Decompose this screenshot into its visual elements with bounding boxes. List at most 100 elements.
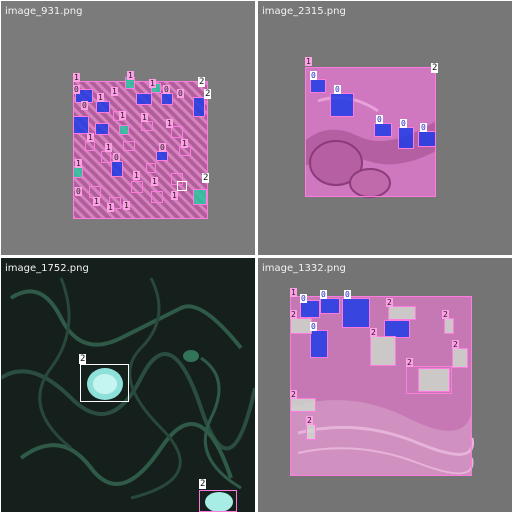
class-label: 0: [177, 89, 184, 98]
class-label: 1: [290, 288, 297, 297]
segmentation-mask: [111, 161, 123, 177]
class-label: 0: [310, 322, 317, 331]
class-label: 1: [97, 93, 104, 102]
tissue-structure: [290, 400, 475, 476]
class-label: 2: [306, 416, 313, 425]
panel-image-2315: image_2315.png 1 0 0 0 0 0 2: [258, 1, 512, 255]
class-label: 1: [87, 133, 94, 142]
class-label: 0: [420, 123, 427, 132]
class-label: 2: [79, 354, 87, 364]
panel-filename: image_1332.png: [262, 263, 346, 274]
class-label: 1: [141, 113, 148, 122]
class-label: 0: [163, 85, 170, 94]
class-label: 2: [198, 77, 206, 87]
detection-box: [141, 121, 153, 131]
segmentation-mask: [452, 348, 468, 368]
segmentation-mask: [310, 79, 326, 93]
panel-image-931: image_931.png 1 0 0 1 1 1 1 0 0 2 2 1 1 …: [1, 1, 255, 255]
segmentation-mask: [330, 93, 354, 117]
class-label: 1: [171, 191, 178, 200]
class-label: 2: [386, 298, 393, 307]
segmentation-mask: [342, 298, 370, 328]
segmentation-mask: [156, 151, 168, 161]
class-label: 1: [149, 79, 156, 88]
class-label: 1: [123, 201, 130, 210]
class-label: 1: [127, 71, 134, 80]
segmentation-mask: [398, 127, 414, 149]
class-label: 1: [166, 119, 173, 128]
class-label: 1: [105, 143, 112, 152]
class-label: 1: [75, 159, 82, 168]
class-label: 2: [442, 310, 449, 319]
detection-box: [73, 81, 208, 219]
panel-filename: image_1752.png: [5, 263, 89, 274]
class-label: 0: [344, 290, 351, 299]
class-label: 2: [290, 390, 297, 399]
segmentation-mask: [193, 97, 205, 117]
class-label: 1: [119, 111, 126, 120]
class-label: 1: [305, 57, 312, 66]
segmentation-mask: [136, 93, 152, 105]
segmentation-mask: [374, 123, 392, 137]
class-label: 2: [202, 173, 210, 183]
segmentation-mask: [119, 125, 129, 135]
class-label: 0: [376, 115, 383, 124]
class-label: 2: [290, 310, 297, 319]
detection-box: [171, 126, 183, 138]
segmentation-mask: [161, 93, 173, 105]
class-label: 0: [81, 101, 88, 110]
segmentation-mask: [444, 318, 454, 334]
class-label: 0: [320, 290, 327, 299]
detection-box: [406, 366, 452, 394]
class-label: 0: [334, 85, 341, 94]
segmentation-mask: [418, 131, 436, 147]
detection-box: [146, 163, 156, 173]
detection-box: [290, 296, 472, 476]
detection-box: [101, 151, 111, 163]
segmentation-mask: [388, 306, 416, 320]
detection-box: [85, 141, 95, 151]
segmentation-mask: [320, 298, 340, 314]
class-label: 0: [75, 187, 82, 196]
class-label: 0: [300, 294, 307, 303]
segmentation-mask: [96, 101, 110, 113]
class-label: 0: [113, 153, 120, 162]
class-label: 1: [151, 177, 158, 186]
panel-filename: image_2315.png: [262, 6, 346, 17]
class-label: 1: [111, 87, 118, 96]
detection-box: [131, 181, 143, 193]
segmentation-mask: [370, 336, 396, 366]
panel-image-1332: image_1332.png 1 0 0 0 0 2 2 2 2 2 2 2 2: [258, 258, 512, 512]
class-label: 2: [431, 63, 439, 73]
segmentation-mask: [290, 318, 312, 334]
class-label: 1: [73, 73, 80, 82]
class-label: 1: [107, 203, 114, 212]
tissue-structure: [305, 96, 436, 198]
detection-box: [199, 490, 237, 512]
class-label: 2: [452, 340, 459, 349]
fluorescence-texture: [1, 277, 255, 512]
segmentation-mask: [310, 330, 328, 358]
class-label: 1: [133, 171, 140, 180]
segmentation-mask: [95, 123, 109, 135]
detection-box: [80, 364, 129, 402]
class-label: 2: [370, 328, 377, 337]
segmentation-mask: [290, 398, 316, 412]
segmentation-mask: [418, 368, 450, 392]
detection-box: [123, 141, 135, 151]
class-label: 0: [73, 85, 80, 94]
class-label: 2: [204, 89, 212, 99]
class-label: 1: [93, 197, 100, 206]
segmentation-mask: [306, 424, 316, 440]
class-label: 0: [310, 71, 317, 80]
class-label: 0: [159, 143, 166, 152]
detection-box: [151, 191, 163, 203]
segmentation-mask: [151, 83, 161, 93]
segmentation-mask: [193, 189, 207, 205]
detection-box: [177, 181, 187, 191]
segmentation-mask: [384, 320, 410, 338]
panel-image-1752: image_1752.png 2 2: [1, 258, 255, 512]
class-label: 1: [181, 139, 188, 148]
class-label: 2: [406, 358, 413, 367]
class-label: 0: [400, 119, 407, 128]
